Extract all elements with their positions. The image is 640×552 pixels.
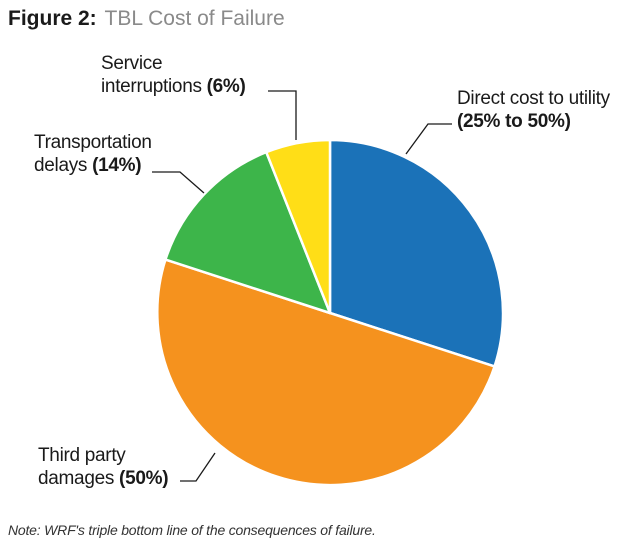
slice-service [265, 138, 332, 315]
leader-line-direct [405, 123, 452, 155]
leader-line-service [268, 90, 297, 140]
figure-note: Note: WRF's triple bottom line of the co… [8, 522, 376, 538]
label-value: (50%) [119, 468, 169, 489]
label-value: (14%) [92, 155, 142, 176]
label-line: delays [34, 155, 88, 176]
label-line: interruptions [101, 76, 202, 97]
figure-title: Figure 2: TBL Cost of Failure [8, 6, 285, 32]
label-direct-cost: Direct cost to utility (25% to 50%) [457, 87, 610, 133]
figure-name: TBL Cost of Failure [104, 7, 285, 30]
label-line: Service [101, 53, 163, 74]
label-transportation-delays: Transportation delays (14%) [34, 131, 152, 177]
leader-line-third [180, 452, 216, 482]
slice-direct [328, 138, 505, 368]
label-line: damages [38, 468, 115, 489]
slice-transport [164, 150, 332, 315]
label-third-party-damages: Third party damages (50%) [38, 444, 169, 490]
label-line: Direct cost to utility [457, 88, 610, 109]
leader-line-transport [152, 171, 205, 194]
leader-lines [152, 90, 452, 482]
figure-number: Figure 2: [8, 7, 97, 30]
label-service-interruptions: Service interruptions (6%) [101, 52, 246, 98]
slice-third [156, 258, 496, 487]
label-line: Third party [38, 445, 126, 466]
pie-slices [156, 138, 505, 487]
label-value: (25% to 50%) [457, 111, 571, 132]
label-line: Transportation [34, 132, 152, 153]
label-value: (6%) [206, 76, 246, 97]
